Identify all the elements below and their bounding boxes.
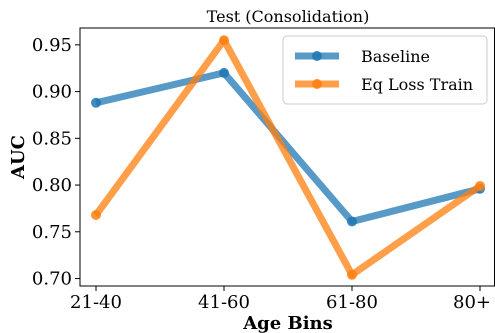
x-axis-title: Age Bins xyxy=(242,313,333,333)
series-line-0 xyxy=(95,69,481,225)
data-point-0-2 xyxy=(347,216,357,227)
x-tick-label-3: 80+ xyxy=(453,292,491,313)
data-point-0-0 xyxy=(91,97,101,108)
data-point-0-1 xyxy=(219,67,229,78)
legend-marker-1 xyxy=(312,79,322,89)
series-layer xyxy=(91,35,485,280)
legend-marker-0 xyxy=(312,51,322,61)
y-axis-title: AUC xyxy=(8,135,29,180)
data-point-1-3 xyxy=(475,181,485,191)
y-tick-label-2: 0.80 xyxy=(32,175,72,196)
legend-label-0: Baseline xyxy=(361,47,430,66)
data-point-1-1 xyxy=(219,35,229,46)
data-point-1-0 xyxy=(91,210,101,220)
y-tick-label-5: 0.95 xyxy=(32,35,72,56)
x-tick-label-2: 61-80 xyxy=(326,292,378,313)
series-line-1 xyxy=(93,36,482,279)
y-tick-label-1: 0.75 xyxy=(32,222,72,243)
x-tick-label-0: 21-40 xyxy=(70,292,122,313)
axes: 0.70 0.75 0.80 0.85 0.90 0.95 21-40 41-60 61-80 8… xyxy=(32,27,495,313)
legend: Baseline Eq Loss Train xyxy=(282,35,488,105)
y-tick-label-3: 0.85 xyxy=(32,128,72,149)
x-tick-label-1: 41-60 xyxy=(198,292,250,313)
legend-label-1: Eq Loss Train xyxy=(361,75,473,94)
data-point-1-2 xyxy=(347,269,357,280)
chart-title: Test (Consolidation) xyxy=(207,7,370,26)
y-tick-label-0: 0.70 xyxy=(32,269,72,290)
y-tick-label-4: 0.90 xyxy=(32,82,72,103)
